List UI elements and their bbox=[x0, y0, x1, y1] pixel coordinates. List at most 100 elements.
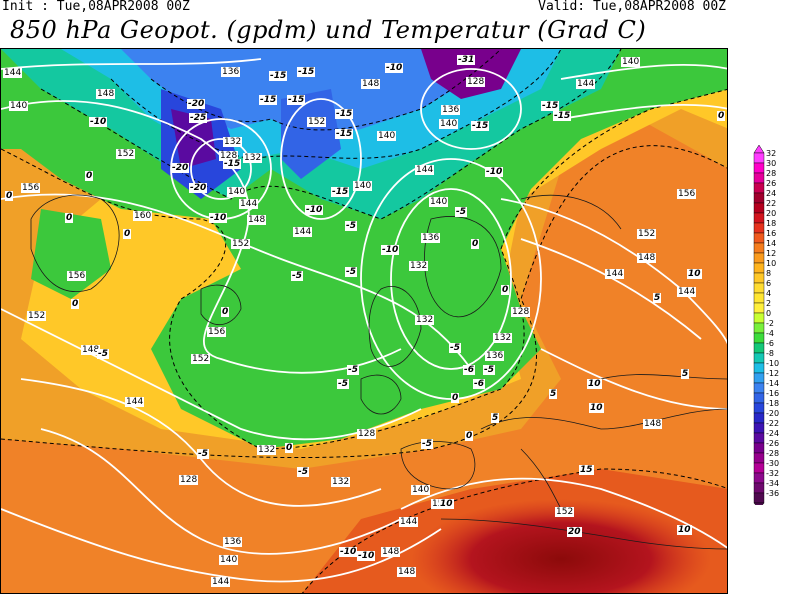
legend-value: -20 bbox=[766, 409, 779, 418]
temp-label: -5 bbox=[449, 343, 461, 353]
valid-time: Valid: Tue,08APR2008 00Z bbox=[538, 0, 726, 14]
geopot-label: 148 bbox=[96, 89, 116, 99]
legend-swatch bbox=[753, 312, 765, 324]
temp-label: -15 bbox=[223, 159, 242, 169]
temp-label: -15 bbox=[553, 111, 572, 121]
geopot-label: 132 bbox=[223, 137, 243, 147]
temp-label: 0 bbox=[717, 111, 726, 121]
temp-label: -5 bbox=[345, 267, 357, 277]
temp-label: -15 bbox=[297, 67, 316, 77]
temp-label: 0 bbox=[85, 171, 94, 181]
legend-swatch bbox=[753, 162, 765, 174]
geopot-label: 144 bbox=[125, 397, 145, 407]
legend-swatch bbox=[753, 422, 765, 434]
temp-label: -31 bbox=[457, 55, 476, 65]
temp-label: -20 bbox=[171, 163, 190, 173]
temp-label: -10 bbox=[305, 205, 324, 215]
legend-swatch bbox=[753, 242, 765, 254]
temp-label: -15 bbox=[335, 109, 354, 119]
legend-swatch bbox=[753, 322, 765, 334]
temp-label: 0 bbox=[221, 307, 230, 317]
legend-value: -10 bbox=[766, 359, 779, 368]
geopot-label: 148 bbox=[397, 567, 417, 577]
geopot-label: 136 bbox=[421, 233, 441, 243]
geopot-label: 152 bbox=[231, 239, 251, 249]
legend-value: 16 bbox=[766, 229, 776, 238]
legend-swatch bbox=[753, 342, 765, 354]
geopot-label: 140 bbox=[9, 101, 29, 111]
geopot-label: 148 bbox=[247, 215, 267, 225]
purple-core-north bbox=[421, 49, 521, 99]
legend-value: 8 bbox=[766, 269, 771, 278]
legend-swatch bbox=[753, 182, 765, 194]
geopot-label: 140 bbox=[219, 555, 239, 565]
geopot-label: 152 bbox=[637, 229, 657, 239]
temp-label: -15 bbox=[259, 95, 278, 105]
temp-label: 5 bbox=[491, 413, 500, 423]
temp-label: -5 bbox=[337, 379, 349, 389]
legend-value: 4 bbox=[766, 289, 771, 298]
geopot-label: 132 bbox=[243, 153, 263, 163]
legend-swatch bbox=[753, 272, 765, 284]
geopot-label: 132 bbox=[415, 315, 435, 325]
geopot-label: 140 bbox=[377, 131, 397, 141]
geopot-label: 128 bbox=[466, 77, 486, 87]
legend-swatch bbox=[753, 202, 765, 214]
legend-value: 0 bbox=[766, 309, 771, 318]
temp-label: -15 bbox=[269, 71, 288, 81]
legend-swatch bbox=[753, 432, 765, 444]
legend-swatch bbox=[753, 302, 765, 314]
geopot-label: 132 bbox=[257, 445, 277, 455]
geopot-label: 148 bbox=[643, 419, 663, 429]
temp-label: -10 bbox=[89, 117, 108, 127]
geopot-label: 132 bbox=[493, 333, 513, 343]
legend-swatch bbox=[753, 372, 765, 384]
geopot-label: 128 bbox=[357, 429, 377, 439]
temp-label: -5 bbox=[291, 271, 303, 281]
legend-value: 28 bbox=[766, 169, 776, 178]
temp-label: -5 bbox=[345, 221, 357, 231]
legend-swatch bbox=[753, 222, 765, 234]
legend-value: -14 bbox=[766, 379, 779, 388]
legend-swatch bbox=[753, 482, 765, 494]
legend-swatch bbox=[753, 292, 765, 304]
temp-label: -20 bbox=[187, 99, 206, 109]
temp-label: -10 bbox=[385, 63, 404, 73]
geopot-label: 144 bbox=[677, 287, 697, 297]
geopot-label: 148 bbox=[361, 79, 381, 89]
legend-value: 30 bbox=[766, 159, 776, 168]
temp-label: 10 bbox=[687, 269, 702, 279]
legend-value: 24 bbox=[766, 189, 776, 198]
legend-value: -22 bbox=[766, 419, 779, 428]
legend-swatch bbox=[753, 212, 765, 224]
geopot-label: 136 bbox=[485, 351, 505, 361]
legend-swatch bbox=[753, 392, 765, 404]
legend-swatch bbox=[753, 402, 765, 414]
temp-label: -10 bbox=[209, 213, 228, 223]
geopot-label: 152 bbox=[27, 311, 47, 321]
temp-label: -5 bbox=[455, 207, 467, 217]
geopot-label: 144 bbox=[3, 68, 23, 78]
geopot-label: 160 bbox=[133, 211, 153, 221]
legend-swatch bbox=[753, 452, 765, 464]
geopot-label: 156 bbox=[67, 271, 87, 281]
legend-value: 6 bbox=[766, 279, 771, 288]
temp-label: -15 bbox=[287, 95, 306, 105]
geopot-label: 144 bbox=[399, 517, 419, 527]
purple-core-west bbox=[171, 109, 216, 169]
geopot-label: 144 bbox=[415, 165, 435, 175]
geopot-label: 144 bbox=[576, 79, 596, 89]
geopot-label: 144 bbox=[239, 199, 259, 209]
temp-label: -15 bbox=[335, 129, 354, 139]
temp-label: 5 bbox=[653, 293, 662, 303]
orange-zone bbox=[1, 109, 727, 593]
geopot-label: 156 bbox=[21, 183, 41, 193]
geopot-label: 144 bbox=[605, 269, 625, 279]
geopot-label: 128 bbox=[511, 307, 531, 317]
legend-value: -36 bbox=[766, 489, 779, 498]
temp-label: 0 bbox=[501, 285, 510, 295]
legend-swatch bbox=[753, 412, 765, 424]
geopot-label: 140 bbox=[621, 57, 641, 67]
legend-swatch bbox=[753, 152, 765, 164]
temp-label: -15 bbox=[471, 121, 490, 131]
